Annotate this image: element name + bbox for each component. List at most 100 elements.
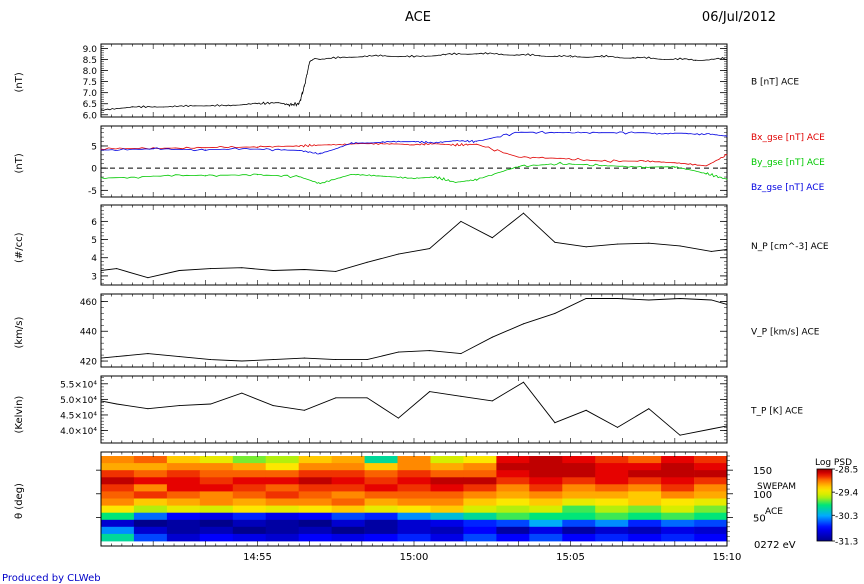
vp-series-name: V_P [km/s] ACE bbox=[751, 328, 820, 338]
bgse-data-point bbox=[257, 148, 258, 150]
heatmap-cell bbox=[694, 463, 728, 471]
heatmap-cell bbox=[265, 505, 299, 514]
b-data-point bbox=[194, 105, 196, 107]
heatmap-cell bbox=[265, 456, 299, 464]
heatmap-cell bbox=[364, 505, 398, 514]
x-tick-label: 14:55 bbox=[243, 552, 272, 563]
np-series-name: N_P [cm^-3] ACE bbox=[751, 242, 829, 252]
heatmap-cell bbox=[166, 463, 201, 471]
heatmap-cell bbox=[463, 526, 497, 535]
bgse-data-point bbox=[726, 154, 728, 156]
vp-data-point bbox=[616, 297, 618, 299]
heatmap-cell bbox=[562, 470, 596, 478]
heatmap-cell bbox=[101, 456, 135, 464]
heatmap-cell bbox=[463, 456, 497, 464]
bgse-data-point bbox=[643, 132, 644, 134]
bgse-data-point bbox=[674, 162, 676, 164]
b-data-point bbox=[507, 54, 509, 56]
colorbar-title: Log PSD bbox=[815, 458, 852, 468]
tp-panel-ytick-label: 5.5×10⁴ bbox=[60, 380, 97, 390]
heatmap-cell bbox=[397, 505, 431, 514]
heatmap-cell bbox=[265, 498, 299, 506]
heatmap-cell bbox=[595, 470, 629, 478]
b-panel-ytick-label: 8.0 bbox=[83, 67, 98, 77]
heatmap-cell bbox=[265, 470, 299, 478]
heatmap-cell bbox=[529, 491, 563, 499]
np-data-point bbox=[366, 261, 368, 263]
bgse-data-point bbox=[726, 135, 728, 137]
heatmap-cell bbox=[232, 491, 267, 499]
heatmap-cell bbox=[199, 477, 234, 485]
heatmap-cell bbox=[298, 477, 332, 485]
heatmap-cell bbox=[133, 456, 168, 464]
heatmap-cell bbox=[463, 533, 497, 542]
bgse-data-point bbox=[434, 142, 436, 144]
heatmap-cell bbox=[101, 533, 135, 542]
bgse-data-point bbox=[705, 165, 707, 167]
vp-data-point bbox=[679, 297, 681, 299]
heatmap-cell bbox=[232, 477, 267, 485]
heatmap-cell bbox=[430, 505, 464, 514]
heatmap-cell bbox=[232, 463, 267, 471]
heatmap-cell bbox=[397, 491, 431, 499]
vp-panel-ytick-label: 420 bbox=[80, 358, 97, 368]
bgse-data-point bbox=[382, 175, 384, 177]
b-ylabel: (nT) bbox=[14, 72, 25, 92]
tp-data-point bbox=[178, 405, 180, 407]
heatmap-cell bbox=[661, 491, 695, 499]
tp-data-point bbox=[397, 417, 399, 419]
heatmap-cell bbox=[331, 470, 365, 478]
heatmap-cell bbox=[265, 512, 299, 521]
bgse-data-point bbox=[100, 177, 102, 179]
heatmap-cell bbox=[661, 463, 695, 471]
bgse-data-point bbox=[517, 131, 519, 133]
heatmap-cell bbox=[166, 477, 201, 485]
heatmap-cell bbox=[496, 526, 530, 535]
np-data-point bbox=[554, 241, 556, 243]
b-panel-ytick-label: 9.0 bbox=[83, 45, 98, 55]
x-tick-label: 15:00 bbox=[400, 552, 429, 563]
heatmap-cell bbox=[562, 484, 596, 492]
heatmap-cell bbox=[232, 512, 267, 521]
heatmap-cell bbox=[199, 456, 234, 464]
heatmap-cell bbox=[364, 491, 398, 499]
heatmap-cell bbox=[101, 498, 135, 506]
bgse-data-point bbox=[455, 140, 457, 142]
heatmap-cell bbox=[166, 505, 201, 514]
heatmap-cell bbox=[529, 505, 563, 514]
heatmap-cell bbox=[331, 491, 365, 499]
vp-data-point bbox=[726, 303, 728, 305]
heatmap-cell bbox=[166, 498, 201, 506]
heatmap-cell bbox=[661, 526, 695, 535]
bgse-series-line bbox=[100, 142, 728, 167]
heatmap-cell bbox=[331, 463, 365, 471]
heatmap-cell bbox=[694, 484, 728, 492]
heatmap-cell bbox=[661, 456, 695, 464]
heatmap-cell bbox=[232, 456, 267, 464]
bgse-data-point bbox=[204, 147, 206, 149]
bgse-panel-ytick-label: -5 bbox=[88, 187, 97, 197]
heatmap-cell bbox=[397, 463, 431, 471]
heatmap-cell bbox=[364, 477, 398, 485]
heatmap-cell bbox=[331, 484, 365, 492]
b-data-point bbox=[664, 59, 665, 60]
heatmap-cell bbox=[628, 456, 662, 464]
heatmap-cell bbox=[694, 505, 728, 514]
vp-data-point bbox=[460, 353, 462, 355]
b-data-point bbox=[444, 54, 446, 56]
colorbar bbox=[816, 468, 833, 542]
panels: 9.08.58.07.57.06.56.0(nT) B [nT] ACE50-5B… bbox=[14, 43, 859, 563]
heatmap-cell bbox=[101, 512, 135, 521]
heatmap-cell bbox=[133, 463, 168, 471]
heatmap-cell bbox=[430, 484, 464, 492]
b-data-point bbox=[309, 61, 311, 63]
heatmap-cell bbox=[265, 484, 299, 492]
bgse-data-point bbox=[643, 166, 644, 168]
heatmap-cell bbox=[496, 519, 530, 528]
bgse-data-point bbox=[559, 163, 561, 165]
heatmap-cell bbox=[101, 463, 135, 471]
heatmap-cell bbox=[199, 498, 234, 506]
b-data-point bbox=[100, 109, 102, 111]
heatmap-cell bbox=[364, 456, 398, 464]
vp-data-point bbox=[648, 299, 650, 301]
